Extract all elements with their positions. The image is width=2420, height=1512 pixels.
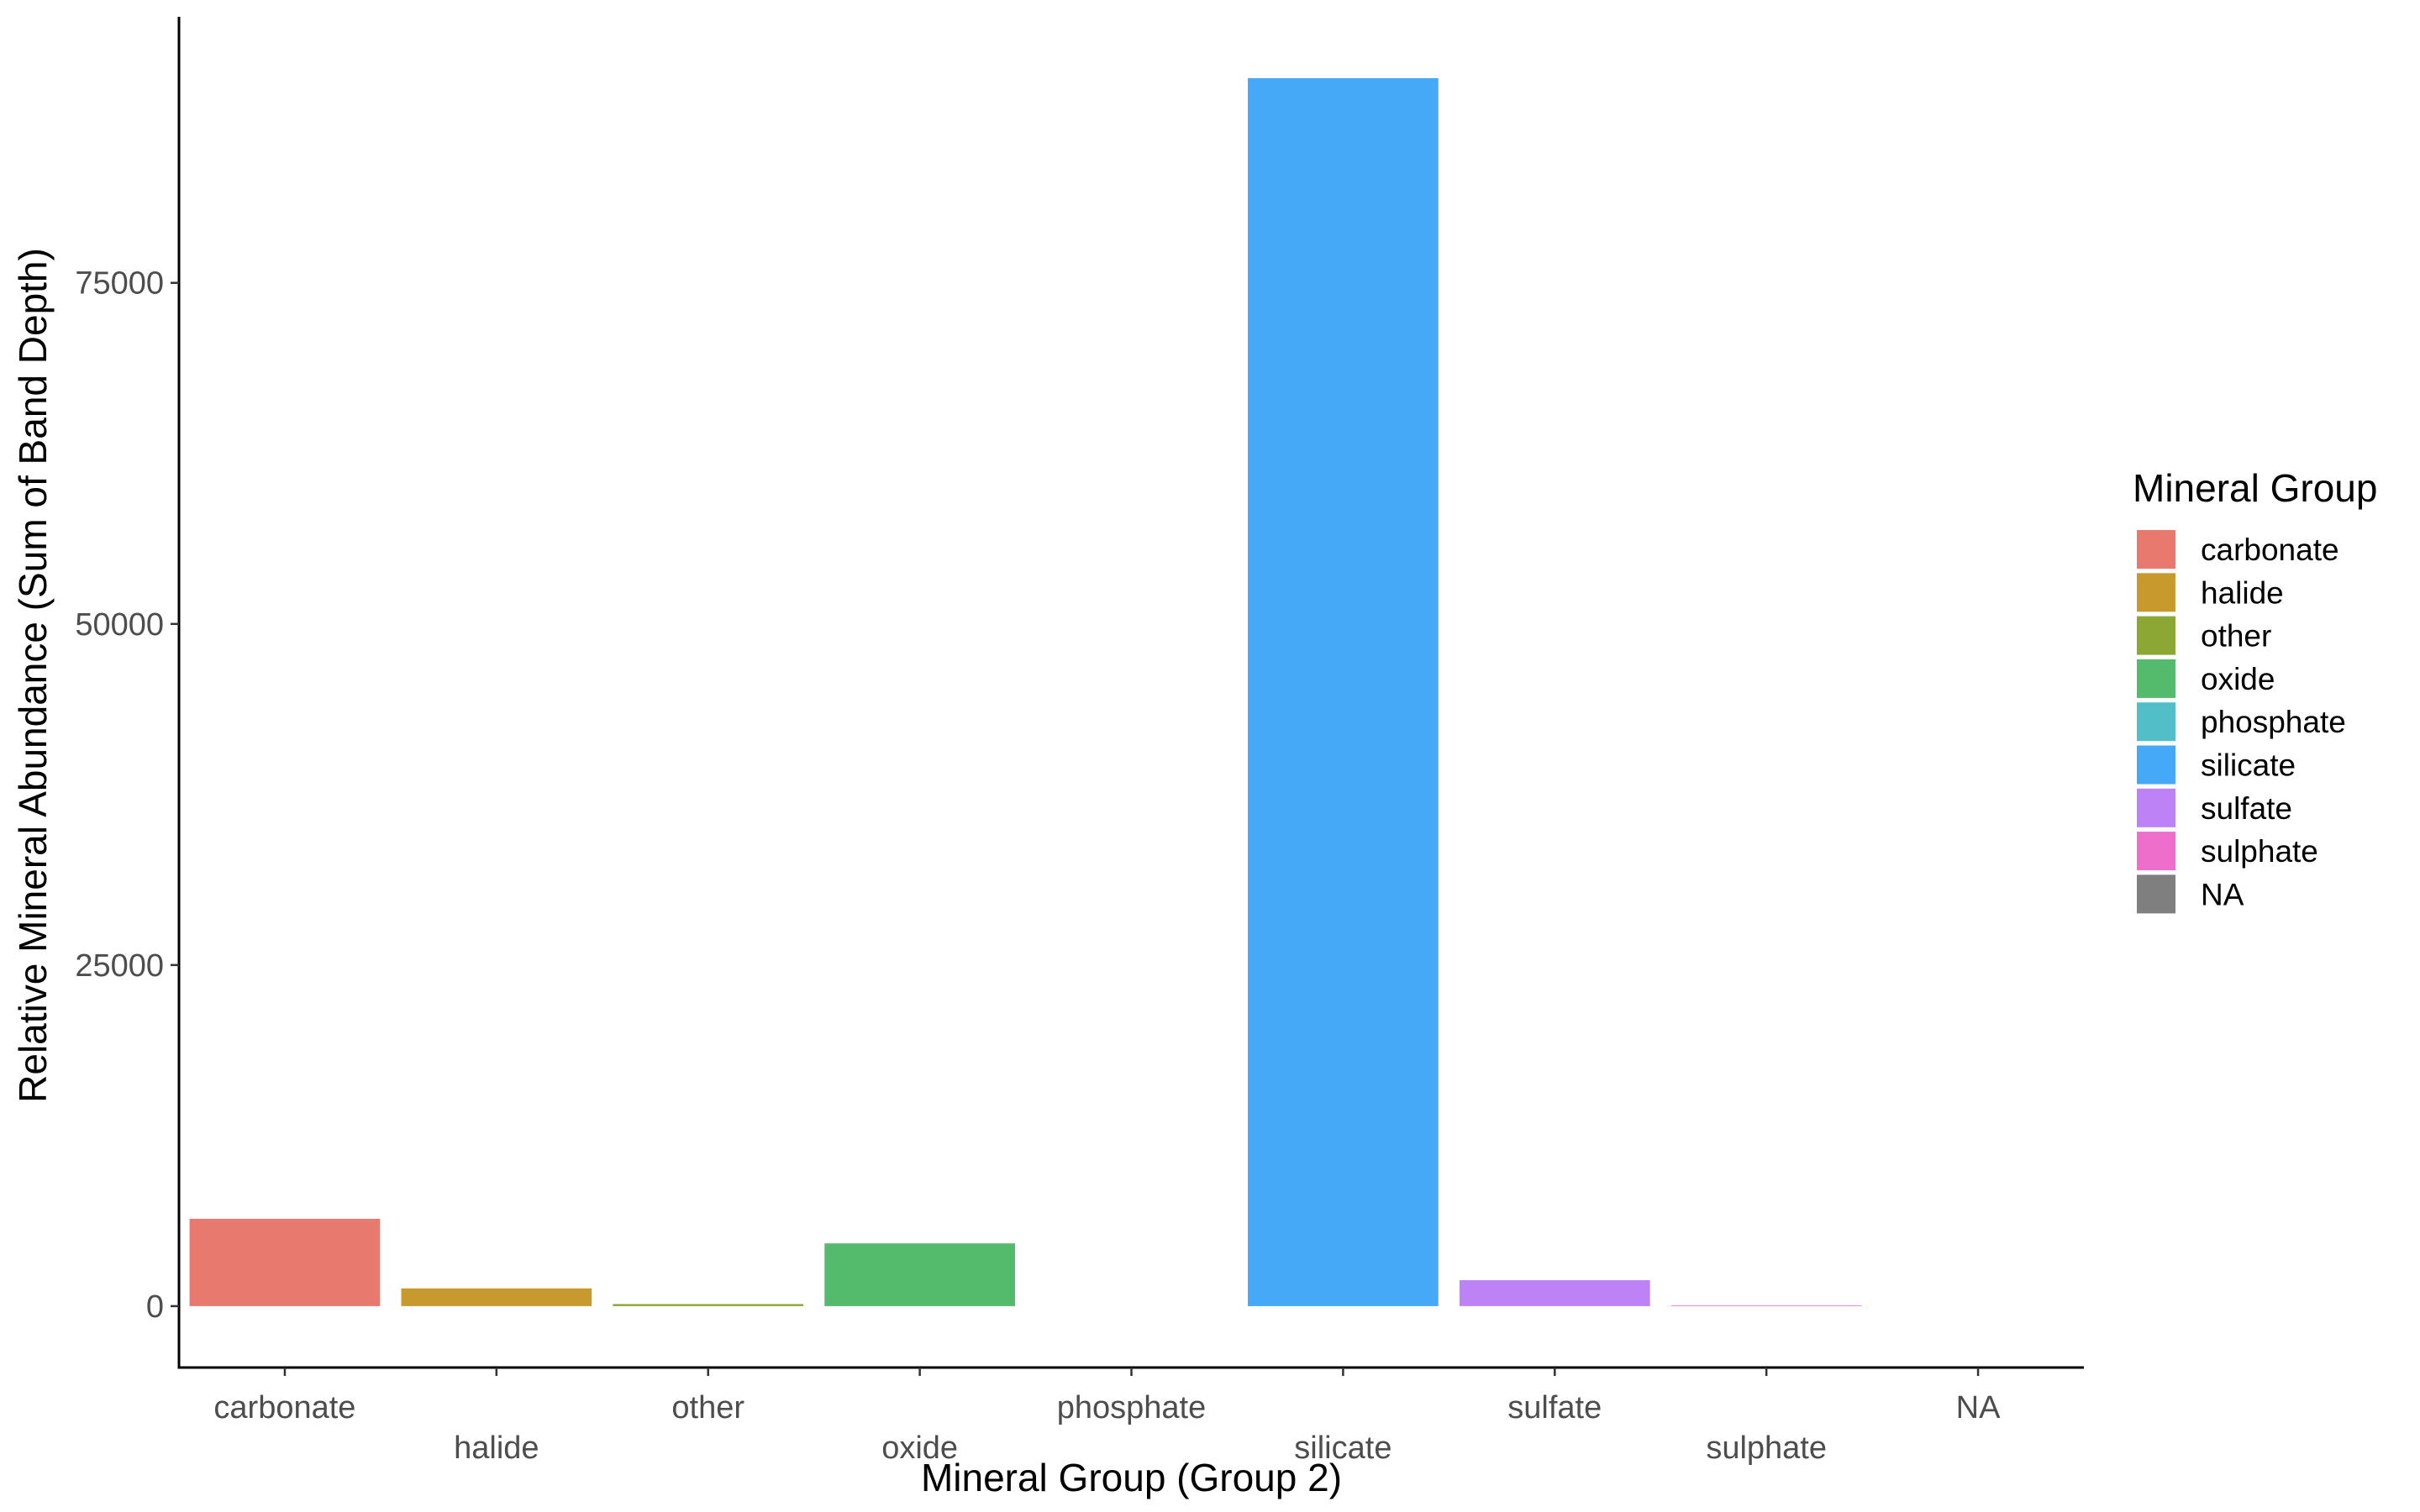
legend-title: Mineral Group [2133, 466, 2377, 510]
bar-halide [401, 1288, 592, 1306]
x-tick-label-sulfate: sulfate [1507, 1390, 1602, 1425]
y-tick-label: 25000 [75, 948, 164, 984]
y-tick-label: 75000 [75, 266, 164, 302]
legend-label-phosphate: phosphate [2201, 705, 2346, 739]
legend-items: carbonate halide other oxide phosphate silica… [2137, 530, 2346, 914]
legend-label-sulphate: sulphate [2201, 834, 2318, 869]
legend-key-sulfate [2137, 788, 2175, 827]
y-tick-label: 0 [146, 1289, 164, 1325]
legend-label-halide: halide [2201, 575, 2284, 610]
legend-key-sulphate [2137, 832, 2175, 871]
x-tick-label-na: NA [1956, 1390, 2001, 1425]
legend-key-phosphate [2137, 702, 2175, 742]
legend-label-sulfate: sulfate [2201, 791, 2292, 826]
x-tick-label-sulphate: sulphate [1706, 1431, 1827, 1466]
x-tick-label-oxide: oxide [881, 1431, 958, 1466]
legend-key-halide [2137, 573, 2175, 612]
y-ticks-group: 0 25000 50000 75000 [75, 266, 179, 1325]
x-tick-label-halide: halide [454, 1431, 539, 1466]
bar-oxide [824, 1243, 1015, 1306]
bar-sulphate [1670, 1305, 1862, 1306]
x-tick-label-other: other [671, 1390, 744, 1425]
bar-silicate [1248, 78, 1439, 1306]
bar-sulfate [1459, 1280, 1650, 1306]
legend-label-oxide: oxide [2201, 662, 2275, 696]
legend-key-na [2137, 874, 2175, 914]
legend-key-oxide [2137, 659, 2175, 698]
legend-label-na: NA [2201, 877, 2244, 911]
legend-key-carbonate [2137, 530, 2175, 569]
y-tick-label: 50000 [75, 607, 164, 643]
bar-carbonate [189, 1218, 381, 1306]
legend-label-other: other [2201, 619, 2271, 654]
bars-group [189, 78, 1862, 1306]
x-axis-title: Mineral Group (Group 2) [921, 1456, 1342, 1499]
bar-other [613, 1304, 804, 1306]
legend: Mineral Group carbonate halide other oxide p… [2133, 466, 2377, 914]
legend-label-carbonate: carbonate [2201, 533, 2339, 567]
x-tick-label-silicate: silicate [1294, 1431, 1392, 1466]
legend-label-silicate: silicate [2201, 748, 2296, 783]
y-axis-title: Relative Mineral Abundance (Sum of Band … [11, 248, 55, 1103]
x-tick-label-phosphate: phosphate [1057, 1390, 1207, 1425]
legend-key-silicate [2137, 745, 2175, 785]
legend-key-other [2137, 616, 2175, 655]
x-tick-label-carbonate: carbonate [213, 1390, 355, 1425]
x-ticks-group: carbonate halide other oxide phosphate silica… [213, 1368, 2001, 1466]
